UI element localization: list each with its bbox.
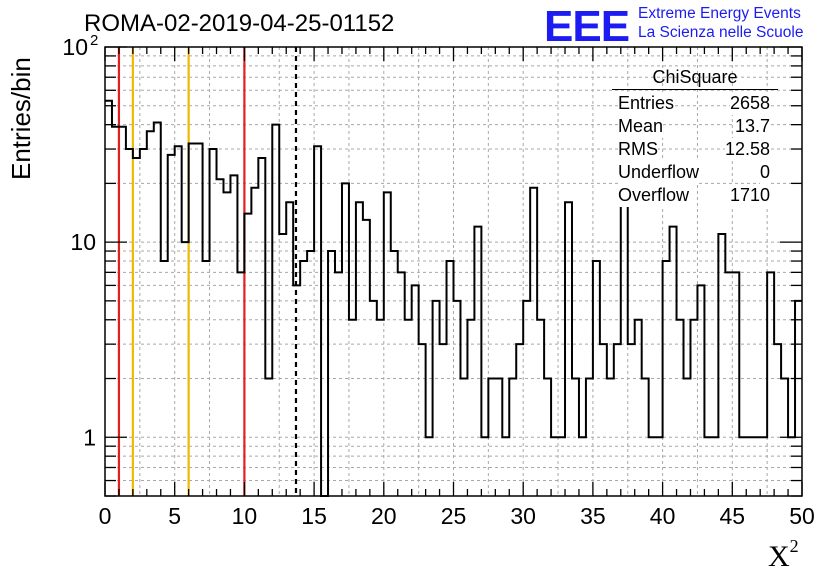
stats-box: ChiSquare Entries 2658 Mean 13.7 RMS 12.58 … (612, 66, 778, 207)
histogram-bin (697, 285, 704, 496)
stats-row-overflow: Overflow 1710 (612, 184, 778, 207)
histogram-bin (523, 301, 530, 496)
stats-value: 12.58 (724, 138, 770, 161)
histogram-bin (217, 179, 224, 496)
stats-value: 1710 (729, 184, 770, 207)
histogram-bin (349, 320, 356, 496)
stats-label: Overflow (618, 184, 690, 207)
stats-row-mean: Mean 13.7 (612, 115, 778, 138)
histogram-bin (279, 234, 286, 496)
histogram-bin (677, 320, 684, 496)
histogram-bin (398, 272, 405, 496)
x-axis: 0 5 10 15 20 25 30 35 40 45 50 (99, 47, 815, 529)
x-tick-label: 30 (510, 503, 536, 529)
histogram-bin (251, 188, 258, 496)
histogram-bin (635, 320, 642, 496)
x-axis-label-exponent: 2 (789, 536, 799, 556)
histogram-bin (140, 149, 147, 496)
stats-row-rms: RMS 12.58 (612, 138, 778, 161)
y-tick-label: 1 (83, 424, 96, 450)
histogram-bin (767, 272, 774, 496)
histogram-bin (474, 227, 481, 496)
histogram-bin (154, 123, 161, 496)
stats-value: 13.7 (734, 115, 770, 138)
x-tick-label: 40 (650, 503, 676, 529)
histogram-bin (614, 344, 621, 496)
histogram-bin (391, 251, 398, 496)
histogram-bin (272, 125, 279, 496)
x-tick-label: 10 (232, 503, 258, 529)
y-tick-label-exponent: 2 (90, 32, 98, 49)
histogram-bin (168, 155, 175, 496)
histogram-bin (600, 344, 607, 496)
histogram (105, 99, 802, 497)
stats-row-underflow: Underflow 0 (612, 161, 778, 184)
x-tick-label: 35 (580, 503, 606, 529)
x-tick-label: 20 (371, 503, 397, 529)
x-tick-label: 15 (301, 503, 327, 529)
histogram-bin (307, 251, 314, 496)
histogram-bin (210, 149, 217, 496)
stats-label: RMS (618, 138, 658, 161)
histogram-bin (370, 301, 377, 496)
histogram-bin (314, 146, 321, 496)
histogram-bin (690, 320, 697, 496)
histogram-bin (419, 344, 426, 496)
histogram-bin (537, 320, 544, 496)
x-axis-label-symbol: X (768, 540, 790, 573)
histogram-bin (732, 272, 739, 496)
histogram-bin (670, 227, 677, 496)
x-tick-label: 25 (441, 503, 467, 529)
histogram-bin (147, 131, 154, 496)
histogram-bin (335, 272, 342, 496)
logo-line2: La Scienza nelle Scuole (638, 24, 804, 41)
histogram-bin (774, 344, 781, 496)
histogram-bin (175, 146, 182, 496)
histogram-bin (258, 158, 265, 496)
x-tick-label: 45 (720, 503, 746, 529)
histogram-bin (565, 202, 572, 496)
logo-line1: Extreme Energy Events (638, 5, 801, 22)
histogram-bin (433, 301, 440, 496)
reference-lines (117, 47, 298, 496)
histogram-bin (328, 251, 335, 496)
stats-label: Underflow (618, 161, 700, 184)
x-tick-label: 0 (99, 503, 112, 529)
histogram-bin (795, 301, 802, 496)
stats-label: Entries (618, 92, 675, 115)
y-tick-label: 10 (70, 229, 96, 255)
histogram-bin (342, 183, 349, 496)
histogram-bin (405, 320, 412, 496)
y-tick-label: 10 (62, 34, 88, 60)
y-axis-label: Entries/bin (6, 57, 36, 180)
histogram-bin (718, 234, 725, 496)
histogram-bin (454, 301, 461, 496)
eee-logo: EEE (544, 2, 630, 51)
histogram-bin (467, 320, 474, 496)
stats-label: Mean (618, 115, 664, 138)
histogram-bin (440, 344, 447, 496)
histogram-bin (725, 272, 732, 496)
histogram-bin (412, 285, 419, 496)
chart-title: ROMA-02-2019-04-25-01152 (84, 10, 395, 37)
histogram-bin (356, 202, 363, 496)
histogram-bin (516, 344, 523, 496)
histogram-bin (628, 344, 635, 496)
histogram-outline (105, 99, 802, 497)
x-axis-label: X2 (768, 536, 799, 574)
histogram-bin (286, 202, 293, 496)
stats-value: 0 (759, 161, 770, 184)
histogram-bin (530, 188, 537, 496)
histogram-bin (377, 320, 384, 496)
histogram-bin (230, 175, 237, 496)
x-tick-label: 5 (168, 503, 181, 529)
stats-title: ChiSquare (612, 66, 778, 90)
stats-row-entries: Entries 2658 (612, 92, 778, 115)
stats-value: 2658 (729, 92, 770, 115)
x-tick-label: 50 (789, 503, 815, 529)
